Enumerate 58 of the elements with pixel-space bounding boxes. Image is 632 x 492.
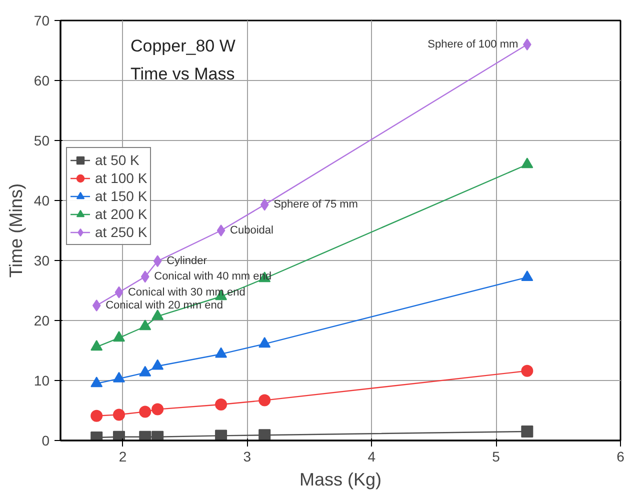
point	[114, 286, 124, 298]
y-tick-label: 30	[34, 252, 50, 268]
y-tick-label: 50	[34, 132, 50, 148]
point	[216, 224, 226, 236]
point	[112, 430, 125, 440]
legend-label: at 200 K	[95, 205, 148, 223]
point	[258, 337, 271, 348]
point	[112, 331, 125, 342]
x-tick-label: 4	[368, 448, 376, 464]
y-tick-label: 10	[34, 372, 50, 388]
point	[258, 429, 271, 440]
point	[260, 198, 269, 211]
point	[215, 347, 228, 358]
point	[90, 340, 103, 351]
point	[215, 430, 228, 440]
legend-label: at 150 K	[95, 187, 148, 205]
point	[152, 309, 164, 320]
y-tick-label: 20	[34, 312, 50, 328]
annotation: Cuboidal	[230, 224, 274, 236]
point	[139, 320, 152, 330]
point	[523, 38, 532, 50]
point	[139, 366, 152, 376]
point	[92, 300, 101, 312]
x-tick-label: 5	[492, 448, 500, 464]
point	[152, 403, 164, 416]
x-axis-title: Mass (Kg)	[299, 470, 382, 490]
y-tick-label: 70	[34, 12, 50, 28]
point	[90, 410, 103, 422]
y-tick-label: 0	[42, 432, 50, 448]
point	[112, 372, 125, 382]
annotation: Sphere of 100 mm	[428, 38, 518, 50]
legend-label: at 100 K	[95, 169, 148, 187]
x-tick-label: 2	[118, 448, 127, 464]
annotation: Sphere of 75 mm	[274, 198, 358, 211]
point	[90, 376, 103, 388]
text: Time vs Mass	[130, 64, 235, 84]
point	[215, 398, 228, 410]
point	[139, 430, 152, 440]
y-tick-label: 40	[34, 192, 50, 208]
point	[140, 270, 150, 283]
point	[521, 158, 534, 168]
point	[153, 255, 162, 268]
text: Copper_80 W	[130, 36, 236, 56]
x-tick-label: 3	[243, 448, 252, 464]
legend-label: at 50 K	[95, 151, 140, 169]
point	[521, 270, 534, 281]
legend-label: at 250 K	[95, 223, 148, 241]
point	[521, 364, 534, 377]
y-tick-label: 60	[34, 72, 50, 88]
point	[258, 394, 271, 406]
point	[139, 406, 152, 418]
point	[152, 359, 164, 370]
point	[521, 426, 534, 438]
point	[152, 430, 164, 440]
annotation: Cylinder	[166, 255, 208, 268]
x-tick-label: 6	[616, 448, 625, 464]
point	[112, 408, 125, 421]
y-axis-title: Time (Mins)	[6, 183, 26, 278]
